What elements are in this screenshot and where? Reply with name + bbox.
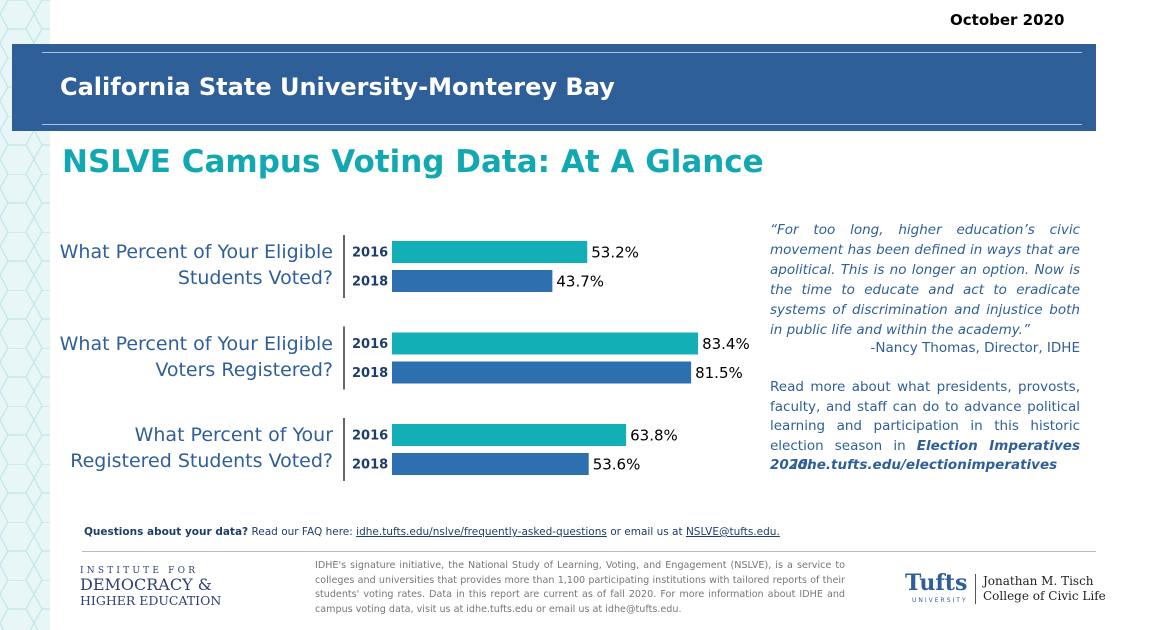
bar [392, 453, 589, 475]
logo-line: DEMOCRACY & [80, 575, 212, 594]
category-label: What Percent of Your Registered Students… [70, 424, 333, 472]
divider [82, 551, 1096, 552]
category-label: What Percent of Your Eligible Students V… [59, 241, 333, 289]
logo-line: INSTITUTE FOR [80, 566, 199, 576]
faq-line: Questions about your data? Read our FAQ … [84, 526, 780, 538]
value-label: 53.2% [591, 244, 639, 262]
year-label: 2018 [352, 458, 388, 473]
idhe-logo: INSTITUTE FOR DEMOCRACY & HIGHER EDUCATI… [80, 566, 230, 608]
logo-divider [975, 574, 976, 604]
about-text: IDHE's signature initiative, the Nationa… [315, 560, 845, 615]
email-link[interactable]: NSLVE@tufts.edu. [685, 526, 780, 538]
tufts-university: UNIVERSITY [912, 597, 968, 604]
tufts-logo: Tufts [905, 570, 968, 596]
faq-label: Questions about your data? [84, 526, 249, 538]
bar [392, 361, 692, 384]
category-label: What Percent of Your Eligible Voters Reg… [59, 332, 333, 381]
date: October 2020 [950, 11, 1065, 29]
emphasis: Election Imperatives 2020: [770, 437, 1080, 474]
bar [392, 332, 699, 355]
email-text: or email us at [610, 526, 683, 538]
year-label: 2016 [352, 246, 388, 261]
read-more-text: Read more about what presidents, provost… [770, 379, 1080, 454]
link[interactable]: idhe.tufts.edu/electionimperatives [792, 457, 1058, 473]
value-label: 83.4% [702, 335, 750, 353]
year-label: 2016 [352, 429, 388, 444]
faq-text: Read our FAQ here: [251, 526, 353, 538]
value-label: 81.5% [695, 364, 743, 382]
header-band: California State University-Monterey Bay [12, 44, 1096, 131]
value-label: 63.8% [630, 427, 678, 445]
value-label: 53.6% [593, 456, 641, 474]
faq-link[interactable]: idhe.tufts.edu/nslve/frequently-asked-qu… [356, 526, 607, 538]
quote: “For too long, higher education’s civic … [770, 222, 1080, 338]
rule [42, 52, 1082, 53]
rule [42, 124, 1082, 125]
bar [392, 270, 553, 292]
year-label: 2016 [352, 337, 388, 352]
attribution: -Nancy Thomas, Director, IDHE [870, 340, 1080, 356]
college-line: College of Civic Life [983, 589, 1106, 603]
year-label: 2018 [352, 275, 388, 290]
bar [392, 241, 588, 263]
year-label: 2018 [352, 366, 388, 381]
institution: California State University-Monterey Bay [60, 73, 615, 101]
read-more: Read more about what presidents, provost… [770, 378, 1080, 476]
bar [392, 424, 627, 446]
value-label: 43.7% [556, 273, 604, 291]
college-line: Jonathan M. Tisch [983, 574, 1094, 588]
logo-line: HIGHER EDUCATION [80, 593, 222, 608]
college-name: Jonathan M. Tisch College of Civic Life [983, 574, 1106, 604]
page-title: NSLVE Campus Voting Data: At A Glance [62, 144, 764, 180]
